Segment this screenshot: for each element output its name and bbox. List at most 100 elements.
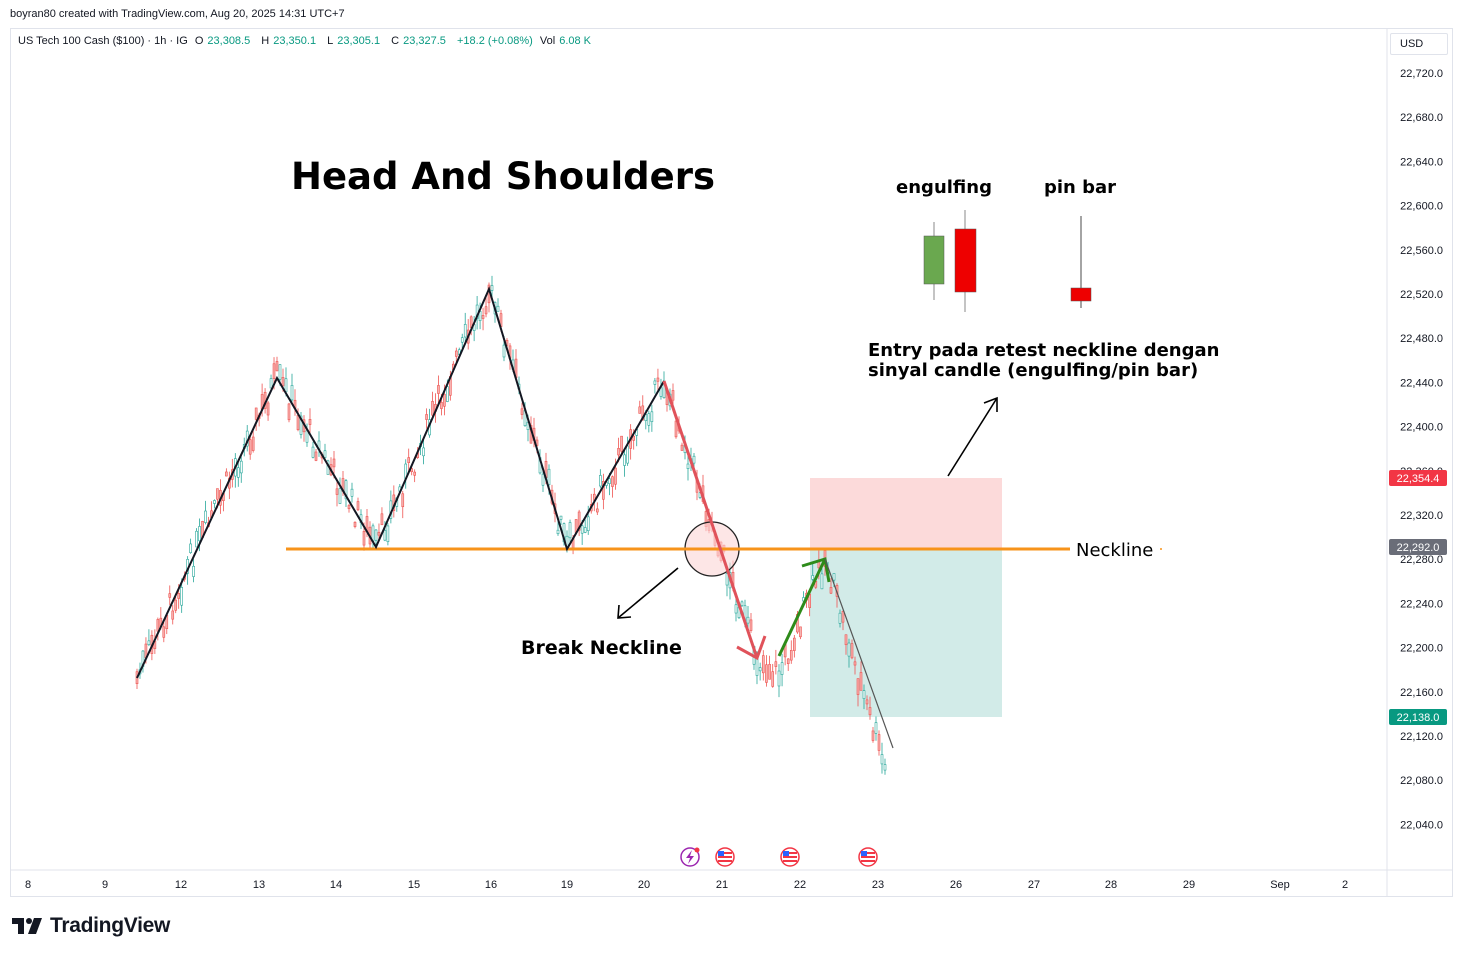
pattern-zigzag[interactable] — [136, 286, 665, 679]
candle-body — [793, 637, 796, 651]
candle-body — [880, 754, 884, 765]
candle-body — [308, 419, 312, 425]
entry-label-line1[interactable]: Entry pada retest neckline dengan — [868, 340, 1219, 361]
lightning-event-icon[interactable] — [680, 847, 700, 867]
candle-body — [446, 386, 449, 402]
currency-selector[interactable]: USD — [1390, 33, 1448, 55]
time-tick-label: 28 — [1105, 879, 1117, 891]
candle-body — [862, 690, 866, 699]
time-tick-label: 8 — [25, 879, 31, 891]
candle-body — [305, 430, 309, 443]
time-axis[interactable]: 8 9 12 13 14 15 16 19 20 21 22 23 26 27 28 29 Sep 2 — [25, 879, 1348, 891]
break-arrow[interactable] — [617, 567, 679, 619]
candle-body — [547, 468, 551, 486]
candle-body — [761, 655, 765, 674]
candle-body — [758, 667, 762, 672]
svg-text:22,292.0: 22,292.0 — [1397, 542, 1440, 554]
time-tick-label: 20 — [638, 879, 650, 891]
us-flag-event-icon[interactable] — [858, 847, 878, 867]
time-tick-label: 27 — [1028, 879, 1040, 891]
price-tick-label: 22,440.0 — [1400, 377, 1443, 389]
candle-body — [865, 699, 869, 705]
candle-body — [871, 730, 875, 741]
retest-arrow[interactable] — [777, 558, 827, 657]
tradingview-logo[interactable]: TradingView — [12, 914, 170, 938]
stop-loss-price-label[interactable]: 22,354.4 — [1389, 470, 1447, 486]
candle-body — [171, 610, 175, 620]
engulfing-green-candle[interactable] — [923, 235, 945, 285]
candle-body — [611, 476, 614, 487]
pinbar-label[interactable]: pin bar — [1044, 177, 1116, 198]
candle-body — [844, 634, 848, 646]
price-tick-label: 22,160.0 — [1400, 687, 1443, 699]
candle-body — [162, 626, 166, 638]
candle-body — [386, 525, 390, 543]
time-tick-label: 26 — [950, 879, 962, 891]
entry-label-line2[interactable]: sinyal candle (engulfing/pin bar) — [868, 360, 1198, 381]
candle-body — [425, 414, 428, 420]
candle-body — [771, 671, 775, 687]
candle-body — [299, 415, 303, 435]
price-tick-label: 22,280.0 — [1400, 554, 1443, 566]
candle-body — [481, 315, 485, 319]
break-neckline-label[interactable]: Break Neckline — [521, 637, 682, 659]
low-value: L 23,305.1 — [327, 35, 381, 47]
candle-body — [786, 658, 790, 664]
candle-body — [281, 377, 285, 387]
symbol-legend[interactable]: US Tech 100 Cash ($100) · 1h · IG O 23,30… — [18, 35, 599, 47]
candle-body — [638, 406, 642, 414]
candle-body — [251, 436, 255, 451]
neckline-price-label[interactable]: 22,292.0 — [1389, 539, 1447, 555]
svg-text:22,354.4: 22,354.4 — [1397, 473, 1440, 485]
us-flag-event-icon[interactable] — [780, 847, 800, 867]
candle-body — [311, 446, 315, 458]
take-profit-price-label[interactable]: 22,138.0 — [1389, 709, 1447, 725]
candle-body — [556, 529, 560, 535]
candle-body — [254, 407, 258, 420]
candle-body — [413, 471, 416, 476]
breakdown-arrow[interactable] — [662, 380, 759, 659]
candle-body — [559, 515, 563, 520]
candle-body — [284, 378, 288, 393]
candle-body — [632, 435, 635, 441]
price-tick-label: 22,640.0 — [1400, 156, 1443, 168]
price-tick-label: 22,200.0 — [1400, 643, 1443, 655]
candle-body — [431, 401, 434, 416]
take-profit-zone[interactable] — [810, 548, 1002, 717]
time-tick-label: 16 — [485, 879, 497, 891]
candle-body — [189, 543, 192, 553]
candle-body — [765, 664, 768, 683]
engulfing-label[interactable]: engulfing — [896, 177, 992, 198]
neckline-dot — [1160, 548, 1162, 550]
candle-body — [490, 285, 494, 291]
break-arrowhead — [617, 604, 632, 619]
stop-loss-zone[interactable] — [810, 478, 1002, 548]
chart-credit: boyran80 created with TradingView.com, A… — [10, 8, 345, 20]
post-retest-path — [824, 558, 894, 749]
candle-body — [877, 734, 881, 751]
candle-body — [586, 516, 590, 532]
time-tick-label: 21 — [716, 879, 728, 891]
candle-body — [617, 448, 620, 456]
engulfing-red-candle[interactable] — [954, 228, 977, 293]
pattern-title[interactable]: Head And Shoulders — [291, 155, 715, 198]
candle-body — [777, 670, 781, 687]
candle-body — [380, 513, 384, 526]
candle-body — [332, 458, 336, 468]
candle-body — [287, 403, 291, 421]
entry-arrow[interactable] — [947, 397, 998, 477]
symbol-name[interactable]: US Tech 100 Cash ($100) · 1h · IG — [18, 35, 188, 47]
neckline-label[interactable]: Neckline — [1076, 540, 1153, 561]
candle-body — [275, 361, 279, 372]
us-flag-event-icon[interactable] — [715, 847, 735, 867]
candle-body — [780, 662, 784, 675]
candle-body — [156, 619, 160, 632]
candle-body — [383, 529, 387, 541]
candle-body — [195, 530, 198, 548]
candle-body — [269, 378, 273, 389]
candle-body — [484, 306, 488, 315]
candle-body — [192, 565, 195, 577]
pinbar-candle[interactable] — [1070, 287, 1092, 302]
candle-body — [454, 350, 458, 357]
